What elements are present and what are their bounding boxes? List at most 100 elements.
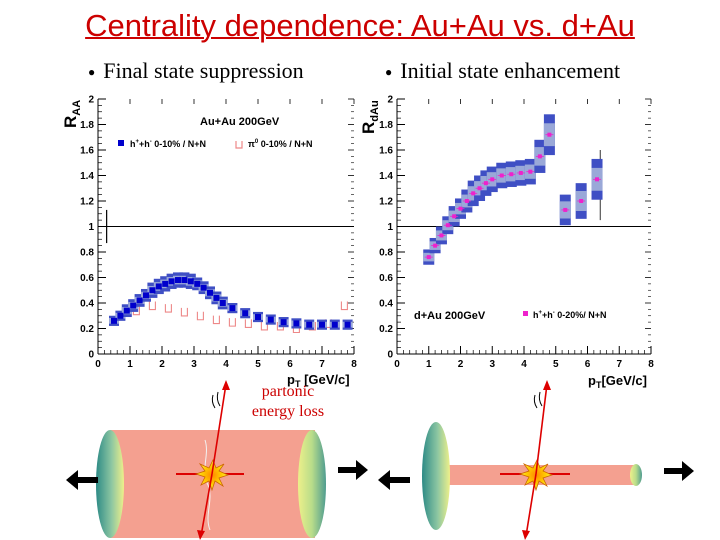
data-point — [280, 319, 287, 326]
chart-rdau-dau: 0 0.2 0.4 0.6 0.8 1 1.2 1.4 1.6 1.8 2 0 1 2 3 4 5 6 7 8 RdA… — [359, 95, 654, 391]
dau-left-beam-arrow-icon — [378, 470, 410, 490]
data-point — [331, 321, 338, 328]
legend: h++h- 0-20%/ N+N — [523, 310, 607, 320]
y-axis-label: RdAu — [359, 100, 381, 134]
data-point — [260, 321, 268, 331]
data-point — [162, 280, 169, 287]
data-point — [306, 321, 313, 328]
y-tick-label: 2 — [88, 95, 94, 106]
x-tick-label: 3 — [489, 359, 495, 370]
axes: 0 0.2 0.4 0.6 0.8 1 1.2 1.4 1.6 1.8 2 0 1 2 3 4 5 6 7 8 — [80, 95, 357, 371]
series-0 — [109, 272, 353, 330]
partonic-energy-loss-annotation: partonic energy loss — [238, 382, 338, 422]
y-tick-label: 0.6 — [80, 273, 94, 284]
y-tick-label: 0.8 — [80, 248, 94, 259]
data-point — [200, 284, 207, 291]
data-point — [242, 310, 249, 317]
x-tick-label: 1 — [426, 359, 432, 370]
x-tick-label: 8 — [351, 359, 357, 370]
data-point — [194, 280, 201, 287]
y-tick-label: 0.4 — [80, 299, 94, 310]
page-title: Centrality dependence: Au+Au vs. d+Au — [85, 8, 635, 43]
dau-gold-nucleus — [422, 422, 450, 530]
data-point — [267, 316, 274, 323]
system-label-auau: Au+Au 200GeV — [200, 116, 280, 128]
series-0 — [423, 114, 603, 265]
x-tick-label: 5 — [255, 359, 261, 370]
auau-jet-up-track — [211, 383, 227, 475]
dau-jet-up-track — [535, 383, 548, 475]
x-tick-label: 0 — [394, 359, 400, 370]
data-point — [212, 315, 220, 325]
y-tick-label: 0 — [88, 350, 94, 361]
y-tick-label: 0.8 — [379, 248, 393, 259]
bullet-dot-icon: ● — [385, 65, 393, 80]
x-tick-label: 7 — [616, 359, 622, 370]
data-point — [228, 318, 236, 327]
data-point — [155, 283, 162, 290]
y-tick-label: 0.6 — [379, 273, 393, 284]
x-tick-label: 2 — [159, 359, 165, 370]
data-point — [340, 301, 348, 311]
bullet-initial-state-text: Initial state enhancement — [400, 58, 621, 83]
dau-jet-down-track — [525, 473, 537, 537]
y-tick-label: 1.6 — [80, 146, 94, 157]
auau-collision-cartoon — [66, 380, 368, 540]
x-axis-label: pT[GeV/c] — [588, 373, 647, 390]
auau-left-beam-arrow-icon — [66, 470, 98, 490]
data-point — [229, 305, 236, 312]
data-point — [187, 278, 194, 285]
y-tick-label: 1.4 — [379, 171, 393, 182]
x-tick-label: 5 — [553, 359, 559, 370]
y-tick-label: 1.2 — [80, 197, 94, 208]
chart-raa-auau: 0 0.2 0.4 0.6 0.8 1 1.2 1.4 1.6 1.8 2 0 1 2 3 4 5 6 7 8 RAA… — [61, 95, 357, 390]
y-tick-label: 2 — [387, 95, 393, 106]
y-tick-label: 1.2 — [379, 197, 393, 208]
data-point — [207, 289, 213, 296]
y-tick-label: 1.4 — [80, 171, 94, 182]
y-tick-label: 0.4 — [379, 299, 393, 310]
auau-right-beam-arrow-icon — [338, 460, 368, 480]
y-tick-label: 0.2 — [80, 324, 94, 335]
x-tick-label: 6 — [585, 359, 591, 370]
data-point — [219, 300, 226, 306]
auau-medium-track — [204, 439, 211, 531]
data-point — [136, 297, 143, 304]
y-tick-label: 1.8 — [80, 120, 94, 131]
dau-deuteron — [630, 464, 642, 486]
bullet-dot-icon: ● — [88, 65, 96, 80]
annotation-line-2: energy loss — [251, 403, 325, 420]
annotation-line-1: partonic — [261, 383, 315, 400]
y-tick-label: 0.2 — [379, 324, 393, 335]
y-tick-label: 1 — [387, 222, 393, 233]
bullet-final-state-text: Final state suppression — [103, 58, 304, 83]
x-tick-label: 0 — [95, 359, 101, 370]
dau-jet-up-arrow-icon — [543, 380, 551, 390]
y-tick-label: 0 — [387, 350, 393, 361]
data-point — [143, 292, 149, 299]
auau-radiated-gluons-icon — [211, 391, 221, 409]
legend-label-hadrons: h++h- 0-20%/ N+N — [533, 310, 607, 320]
x-tick-label: 4 — [521, 359, 527, 370]
x-tick-label: 4 — [223, 359, 229, 370]
data-point — [149, 287, 156, 294]
dau-right-beam-arrow-icon — [664, 461, 694, 481]
y-tick-label: 1.6 — [379, 146, 393, 157]
data-point — [175, 277, 181, 284]
x-tick-label: 7 — [319, 359, 325, 370]
bullet-final-state: ● Final state suppression — [88, 58, 304, 84]
data-point — [148, 301, 156, 311]
data-point — [181, 277, 188, 284]
legend-label-pi0: π0 0-10% / N+N — [248, 139, 313, 149]
y-tick-label: 1.8 — [379, 120, 393, 131]
system-label-dau: d+Au 200GeV — [414, 310, 486, 322]
x-tick-label: 1 — [127, 359, 133, 370]
auau-right-nucleus-cap — [298, 430, 326, 538]
data-point — [164, 304, 172, 313]
data-point — [117, 312, 124, 319]
data-point — [293, 320, 300, 327]
y-tick-label: 1 — [88, 222, 94, 233]
x-tick-label: 2 — [458, 359, 464, 370]
data-point — [319, 321, 325, 328]
